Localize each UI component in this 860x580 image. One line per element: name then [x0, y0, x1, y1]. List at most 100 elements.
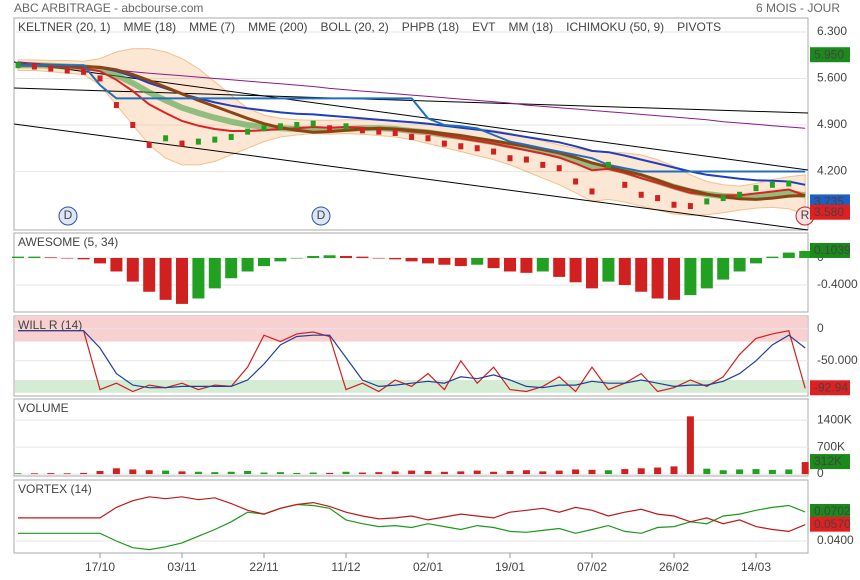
price-candle	[458, 143, 464, 150]
volume-bar	[47, 473, 55, 475]
volume-bar	[211, 472, 219, 475]
event-marker-label: R	[801, 208, 810, 222]
volume-bar	[63, 473, 71, 475]
y-tick-label: 700K	[817, 439, 845, 453]
volume-bar	[490, 471, 498, 475]
price-candle	[228, 133, 234, 140]
legend-entry: KELTNER (20, 1)	[18, 20, 110, 34]
volume-bar	[194, 471, 202, 475]
price-candle	[294, 121, 300, 128]
oscillator-bar	[274, 257, 287, 262]
x-tick-label: 26/02	[659, 560, 689, 574]
oscillator-bar	[504, 257, 516, 272]
price-candle	[130, 121, 136, 128]
price-candle	[786, 180, 792, 187]
oscillator-bar	[241, 257, 254, 272]
oscillator-bar	[176, 257, 188, 304]
oscillator-bar	[28, 256, 41, 258]
price-candle	[81, 68, 87, 75]
price-candle	[753, 185, 759, 192]
indicator-line	[18, 64, 806, 186]
price-candle	[704, 198, 710, 205]
event-marker	[58, 206, 78, 226]
oscillator-bar	[340, 255, 352, 258]
volume-bar	[670, 466, 678, 475]
indicator-line	[18, 63, 806, 201]
volume-bar	[440, 471, 448, 475]
volume-bar	[326, 472, 334, 475]
x-tick-label: 02/01	[413, 560, 443, 574]
oscillator-bar	[77, 257, 90, 260]
volume-bar	[555, 470, 563, 475]
y-tick-label: -50.000	[817, 353, 858, 367]
volume-bar	[375, 472, 383, 475]
x-tick-label: 22/11	[249, 560, 278, 574]
x-tick-label: 14/03	[741, 560, 771, 574]
volume-bar	[260, 472, 268, 475]
value-badge	[810, 380, 850, 396]
oscillator-bar	[717, 257, 730, 280]
oscillator-bar	[192, 257, 205, 299]
panel-title: WILL R (14)	[18, 318, 82, 332]
oscillator-bar	[323, 255, 336, 258]
price-candle	[376, 128, 382, 135]
volume-bar	[408, 470, 416, 475]
oscillator-bar	[471, 257, 484, 265]
volume-bar	[703, 468, 711, 475]
x-tick-label: 07/02	[577, 560, 607, 574]
oscillator-bar	[750, 257, 762, 264]
volume-bar	[227, 471, 235, 475]
value-badge-label: 5.950	[814, 47, 844, 61]
volume-bar	[506, 470, 514, 475]
price-candle	[474, 145, 480, 152]
oscillator-bar	[290, 257, 303, 259]
volume-bar	[604, 470, 612, 475]
y-tick-label: 0	[817, 321, 824, 335]
indicator-line	[18, 64, 806, 173]
oscillator-bar	[126, 257, 139, 282]
oscillator-bar	[684, 257, 697, 296]
price-candle	[769, 181, 775, 188]
volume-bar	[30, 473, 38, 475]
volume-bar	[588, 469, 596, 475]
y-tick-label: 0.0400	[817, 533, 854, 547]
volume-bar	[14, 473, 22, 475]
price-candle	[245, 128, 251, 135]
oscillator-bar	[225, 257, 238, 279]
oscillator-bar	[520, 257, 533, 273]
oscillator-bar	[668, 257, 680, 300]
volume-bar	[654, 467, 662, 475]
price-candle	[212, 136, 218, 143]
volume-bar	[96, 470, 104, 475]
volume-bar	[342, 471, 350, 475]
trend-line	[13, 123, 809, 231]
volume-bar	[391, 471, 399, 475]
legend-entry: BOLL (20, 2)	[321, 20, 389, 34]
oscillator-bar	[110, 257, 123, 272]
series-line	[18, 496, 806, 533]
series-line	[18, 330, 806, 393]
oscillator-bar	[766, 256, 779, 258]
oscillator-bar	[12, 256, 24, 258]
volume-bar	[129, 469, 137, 475]
volume-bar	[801, 462, 809, 475]
value-badge	[810, 204, 850, 220]
price-candle	[622, 181, 628, 188]
price-candle	[359, 127, 365, 134]
oscillator-bar	[422, 257, 434, 264]
panel-title: AWESOME (5, 34)	[18, 235, 118, 249]
volume-bar	[309, 472, 317, 475]
volume-bar	[522, 470, 530, 475]
x-tick-label: 19/01	[495, 560, 525, 574]
legend-entry: PHPB (18)	[402, 20, 459, 34]
volume-bar	[572, 469, 580, 475]
volume-bar	[112, 468, 120, 475]
volume-bar	[686, 416, 694, 475]
oscillator-bar	[44, 257, 57, 258]
price-candle	[638, 191, 644, 198]
y-tick-label: 5.600	[817, 71, 847, 85]
indicator-line	[17, 61, 806, 129]
price-candle	[179, 140, 185, 147]
oscillator-bar	[700, 257, 713, 289]
price-candle	[671, 201, 677, 208]
